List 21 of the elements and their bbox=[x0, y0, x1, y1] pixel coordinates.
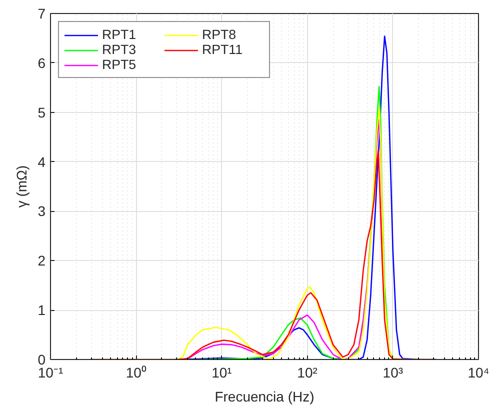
y-tick-label: 2 bbox=[38, 252, 46, 269]
y-tick-label: 1 bbox=[38, 302, 46, 318]
y-tick-label: 0 bbox=[38, 352, 46, 368]
x-tick-label: 10¹ bbox=[212, 364, 232, 380]
y-tick-label: 7 bbox=[38, 6, 46, 22]
legend-label: RPT1 bbox=[102, 27, 138, 42]
y-tick-label: 4 bbox=[38, 154, 46, 170]
x-tick-label: 10⁻¹ bbox=[38, 364, 64, 380]
y-tick-label: 5 bbox=[38, 104, 46, 120]
x-tick-label: 10² bbox=[297, 364, 318, 380]
y-axis-title: γ (mΩ) bbox=[14, 165, 30, 208]
y-tick-label: 6 bbox=[38, 54, 46, 71]
y-tick-label: 3 bbox=[38, 203, 46, 220]
legend-label: RPT3 bbox=[102, 42, 138, 57]
legend-label: RPT11 bbox=[202, 42, 244, 57]
legend-label: RPT8 bbox=[202, 27, 238, 42]
x-tick-label: 10³ bbox=[382, 364, 404, 380]
legend-label: RPT5 bbox=[102, 57, 138, 72]
x-tick-label: 10⁰ bbox=[126, 364, 146, 380]
x-tick-label: 10⁴ bbox=[468, 364, 490, 380]
x-axis-title: Frecuencia (Hz) bbox=[214, 388, 314, 404]
